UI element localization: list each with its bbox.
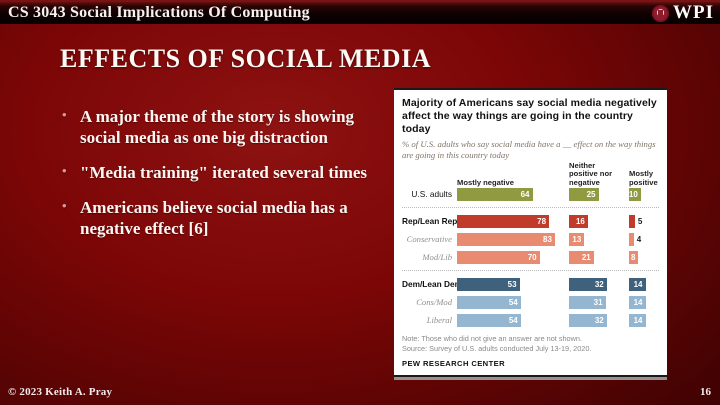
bar-value: 8 bbox=[630, 253, 636, 263]
row-label: Cons/Mod bbox=[416, 297, 452, 308]
chart-row: Cons/Mod 54 31 14 bbox=[402, 296, 659, 310]
bar: 78 bbox=[457, 215, 550, 229]
bar-value: 64 bbox=[520, 190, 530, 200]
row-label: U.S. adults bbox=[411, 189, 452, 200]
column-header-mostly-positive: Mostly positive bbox=[629, 169, 658, 187]
bullet-list: A major theme of the story is showing so… bbox=[58, 106, 370, 253]
header-bar: CS 3043 Social Implications Of Computing… bbox=[0, 0, 720, 24]
bar-value: 25 bbox=[586, 190, 596, 200]
bar-value: 13 bbox=[572, 235, 582, 245]
bullet-item: "Media training" iterated several times bbox=[58, 162, 370, 183]
wpi-logo: WPI bbox=[652, 2, 720, 24]
bar: 5 bbox=[629, 215, 642, 229]
wpi-logo-text: WPI bbox=[673, 2, 714, 23]
chart-row: Rep/Lean Rep 78 16 5 bbox=[402, 215, 659, 229]
column-header-neither: Neither positive nor negative bbox=[569, 161, 613, 187]
footer-copyright: © 2023 Keith A. Pray bbox=[8, 386, 113, 398]
row-label: Dem/Lean Dem bbox=[402, 279, 462, 290]
bar-value: 32 bbox=[594, 280, 604, 290]
bar: 64 bbox=[457, 188, 533, 202]
bar: 16 bbox=[569, 215, 588, 229]
bar-value: 14 bbox=[633, 316, 643, 326]
bar: 10 bbox=[628, 188, 641, 202]
bar: 4 bbox=[629, 233, 641, 247]
bar: 14 bbox=[629, 278, 646, 292]
row-label: Conservative bbox=[406, 234, 452, 245]
bar-value: 14 bbox=[633, 298, 643, 308]
chart-rows: U.S. adults 64 25 10 Rep/Lean Rep 78 16 5 Conser… bbox=[402, 188, 659, 328]
bar: 70 bbox=[457, 251, 540, 265]
chart-row: Mod/Lib 70 21 8 bbox=[402, 251, 659, 265]
chart-row: U.S. adults 64 25 10 bbox=[402, 188, 659, 202]
bar: 13 bbox=[569, 233, 585, 247]
chart-row: Conservative 83 13 4 bbox=[402, 233, 659, 247]
bar-value: 83 bbox=[543, 235, 552, 245]
chart-row: Liberal 54 32 14 bbox=[402, 314, 659, 328]
bar: 32 bbox=[569, 278, 607, 292]
bar-value: 53 bbox=[507, 280, 517, 290]
bar-value: 70 bbox=[527, 253, 537, 263]
chart-subtitle: % of U.S. adults who say social media ha… bbox=[402, 139, 656, 161]
bar-value: 54 bbox=[508, 298, 518, 308]
chart-title: Majority of Americans say social media n… bbox=[402, 97, 657, 136]
chart-source-line: Source: Survey of U.S. adults conducted … bbox=[402, 343, 592, 353]
bar: 31 bbox=[569, 296, 606, 310]
bar: 32 bbox=[569, 314, 607, 328]
bar: 83 bbox=[457, 233, 555, 247]
section-divider bbox=[402, 207, 659, 209]
bar: 14 bbox=[629, 314, 646, 328]
bar-value: 14 bbox=[633, 280, 643, 290]
bar: 54 bbox=[457, 296, 521, 310]
course-title: CS 3043 Social Implications Of Computing bbox=[8, 4, 310, 21]
bar-value: 32 bbox=[594, 316, 604, 326]
bar-value: 54 bbox=[508, 316, 518, 326]
row-label: Mod/Lib bbox=[422, 252, 452, 263]
bar: 25 bbox=[569, 188, 599, 202]
chart-note: Note: Those who did not give an answer a… bbox=[402, 334, 659, 354]
bar: 54 bbox=[457, 314, 521, 328]
row-label: Liberal bbox=[426, 315, 452, 326]
bar: 53 bbox=[457, 278, 520, 292]
page-title: EFFECTS OF SOCIAL MEDIA bbox=[60, 44, 431, 73]
bar-value: 4 bbox=[636, 235, 642, 245]
pew-chart-card: Majority of Americans say social media n… bbox=[394, 88, 667, 377]
row-label: Rep/Lean Rep bbox=[402, 216, 458, 227]
chart-brand: PEW RESEARCH CENTER bbox=[402, 358, 505, 368]
bar-value: 78 bbox=[537, 217, 547, 227]
bar: 14 bbox=[629, 296, 646, 310]
bar-value: 5 bbox=[637, 217, 643, 227]
chart-row: Dem/Lean Dem 53 32 14 bbox=[402, 278, 659, 292]
column-header-mostly-negative: Mostly negative bbox=[457, 177, 514, 187]
section-divider bbox=[402, 270, 659, 272]
bar-value: 16 bbox=[575, 217, 585, 227]
wpi-seal-icon bbox=[652, 4, 669, 22]
bar-value: 10 bbox=[628, 190, 638, 200]
bullet-item: Americans believe social media has a neg… bbox=[58, 197, 370, 239]
chart-column-headers: Mostly negative Neither positive nor neg… bbox=[402, 161, 659, 188]
bullet-item: A major theme of the story is showing so… bbox=[58, 106, 370, 148]
bar: 8 bbox=[629, 251, 639, 265]
chart-note-line: Note: Those who did not give an answer a… bbox=[402, 334, 582, 344]
bar-value: 31 bbox=[593, 298, 603, 308]
bar: 21 bbox=[569, 251, 594, 265]
bar-value: 21 bbox=[581, 253, 591, 263]
page-number: 16 bbox=[700, 386, 711, 398]
